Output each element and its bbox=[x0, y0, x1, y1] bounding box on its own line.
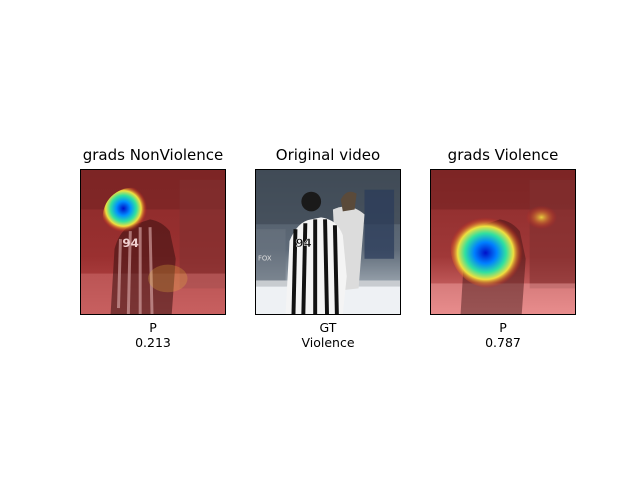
heatmap-violence-image: 94 bbox=[430, 169, 576, 315]
panel-title-violence: grads Violence bbox=[447, 146, 559, 164]
heatmap-violence-svg: 94 bbox=[431, 170, 575, 314]
panel-title-nonviolence: grads NonViolence bbox=[82, 146, 224, 164]
caption-nonviolence: P 0.213 bbox=[73, 320, 233, 350]
caption-violence-value: 0.787 bbox=[485, 335, 521, 350]
caption-violence: P 0.787 bbox=[423, 320, 583, 350]
caption-nonviolence-label: P bbox=[149, 320, 157, 335]
panel-title-original: Original video bbox=[275, 146, 381, 164]
svg-text:94: 94 bbox=[295, 236, 311, 250]
caption-original-label: GT bbox=[319, 320, 337, 335]
svg-text:FOX: FOX bbox=[258, 255, 272, 263]
heatmap-nonviolence-svg: 94 bbox=[81, 170, 225, 314]
heatmap-nonviolence-image: 94 bbox=[80, 169, 226, 315]
original-video-svg: 94 FOX bbox=[256, 170, 400, 314]
original-video-frame: 94 FOX bbox=[255, 169, 401, 315]
caption-original: GT Violence bbox=[248, 320, 408, 350]
caption-violence-label: P bbox=[499, 320, 507, 335]
caption-original-value: Violence bbox=[301, 335, 355, 350]
caption-nonviolence-value: 0.213 bbox=[135, 335, 171, 350]
